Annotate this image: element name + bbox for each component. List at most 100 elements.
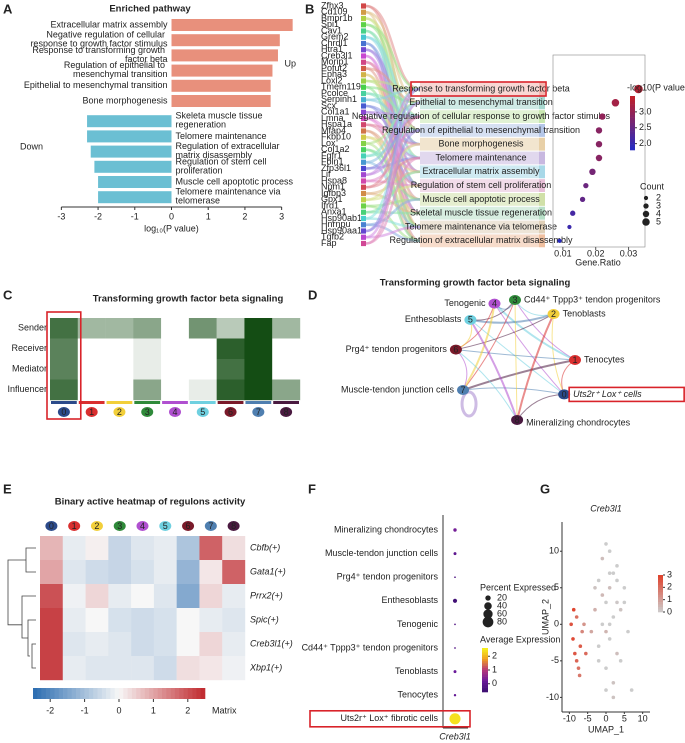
cluster-badge [57,407,70,417]
colorbar-cell [630,112,635,116]
highlight-box [309,709,471,728]
colorbar-cell [33,688,38,699]
bar [98,176,172,188]
gene-swatch [361,197,366,203]
row-label: Prrx2(+) [250,590,283,600]
heat-cell [133,318,162,339]
heat-cell [77,338,106,360]
point [589,629,594,634]
x-axis-label: UMAP_1 [588,724,624,734]
pathway-label: Negative regulation of cellular response… [352,111,611,121]
gene-label: Zfp36l1 [321,163,351,173]
category-strip [106,401,133,404]
colorbar-tick-label: 2 [185,705,190,715]
colorbar-cell [658,594,663,598]
heat-cell [85,608,109,633]
edge [516,393,565,421]
heat-cell [272,379,301,401]
cluster-badge [159,521,172,531]
size-legend-label: 2 [656,192,661,202]
bar [98,191,172,204]
colorbar-cell [658,579,663,583]
heat-cell [176,536,200,561]
y-tick-label: 5 [554,582,559,592]
point [573,651,577,656]
edge [462,359,576,391]
colorbar-cell [179,688,184,699]
colorbar-cell [110,688,115,699]
size-legend-label: 80 [497,616,507,626]
bar [87,130,172,143]
heat-cell [131,656,155,681]
point [596,578,601,583]
gene-label: Morip1 [321,57,349,67]
colorbar-cell [183,688,189,699]
sankey-link [365,198,421,226]
cluster-label: 7 [256,407,261,417]
point [577,673,582,678]
colorbar-cell [630,101,635,105]
heat-cell [62,560,86,585]
heat-cell [50,379,78,401]
point [571,607,576,612]
gene-swatch [361,222,366,228]
colorbar-cell [658,589,663,593]
cluster-label: 6 [228,407,233,417]
dot [452,598,458,603]
point [604,666,608,670]
bar [171,64,273,77]
colorbar-cell [71,688,77,699]
gene-label: Pofut2 [321,63,347,73]
pathway-label: Response to transforming growth factor b… [392,83,570,93]
row-label: Xbp1(+) [249,662,282,672]
chart-title: Binary active heatmap of regulons activi… [55,497,246,508]
point [604,542,608,546]
bar-label: Extracellular matrix assembly [50,19,168,29]
heat-cell [62,536,86,561]
panel-letter: C [3,287,13,302]
heat-cell [188,318,217,339]
sankey-link [365,225,421,239]
heat-cell [176,560,200,585]
bar-label: Regulation of stem cell proliferation [176,157,270,176]
dendrogram [7,559,26,626]
gene-label: Cav1 [321,25,342,35]
edge [455,313,554,351]
colorbar-tick-label: 0 [667,606,672,616]
colorbar-cell [88,688,94,699]
row-label: Influencer [7,384,47,394]
heat-cell [85,656,109,681]
cluster-badge [196,407,209,417]
category-strip [189,401,216,404]
heat-cell [108,536,132,561]
heat-cell [161,379,190,401]
heat-cell [199,584,223,609]
pathway-swatch [539,206,545,220]
heat-cell [133,379,162,401]
colorbar-cell [41,688,47,699]
gene-swatch [361,209,366,215]
pathway-box [420,110,545,123]
colorbar-cell [482,689,488,693]
colorbar-cell [630,136,635,140]
bar [171,19,293,31]
heat-cell [153,584,177,609]
point [615,578,619,583]
point [622,585,627,590]
cluster-label: 0 [61,407,66,417]
heat-cell [153,656,177,681]
gene-label: Cd109 [321,7,348,17]
y-axis-label: UMAP_2 [540,599,550,635]
colorbar-tick-label: 0 [492,678,497,688]
colorbar-cell [54,688,60,699]
colorbar-cell [157,688,163,699]
pathway-swatch [539,165,545,179]
heat-cell [199,632,223,657]
heat-cell [40,560,63,585]
dot [595,154,603,162]
x-axis-label: log₁₀(P value) [144,223,199,233]
size-legend-dot [483,609,493,619]
cluster-badge [136,521,149,531]
colorbar-cell [101,688,107,699]
x-tick-label: 1 [206,211,211,221]
